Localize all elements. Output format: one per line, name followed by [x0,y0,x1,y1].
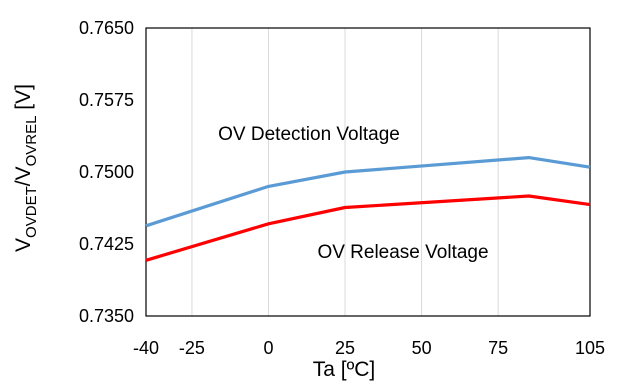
x-tick-label-5: 75 [488,338,508,358]
y-tick-label-1: 0.7425 [79,234,134,254]
plot-area [145,27,591,317]
y-axis-title: VOVDET/VOVREL [V] [12,84,40,252]
x-tick-label-2: 0 [263,338,273,358]
x-tick-label-0: -40 [133,338,159,358]
annotation-ov-detection: OV Detection Voltage [218,124,400,145]
y-tick-label-2: 0.7500 [79,162,134,182]
tick-labels: -40 -25 0 25 50 75 105 0.7350 0.7425 0.7500 0.7575… [79,18,605,358]
series-line-2 [145,194,591,262]
series-group [145,156,591,262]
y-tick-label-3: 0.7575 [79,90,134,110]
x-axis-title: Ta [ºC] [313,358,376,381]
x-tick-label-4: 50 [412,338,432,358]
y-tick-label-4: 0.7650 [79,18,134,38]
series-line-1 [145,156,591,228]
x-tick-label-3: 25 [335,338,355,358]
annotation-ov-release: OV Release Voltage [317,242,488,263]
x-tick-label-1: -25 [179,338,205,358]
y-tick-label-0: 0.7350 [79,306,134,326]
x-tick-label-6: 105 [575,338,605,358]
